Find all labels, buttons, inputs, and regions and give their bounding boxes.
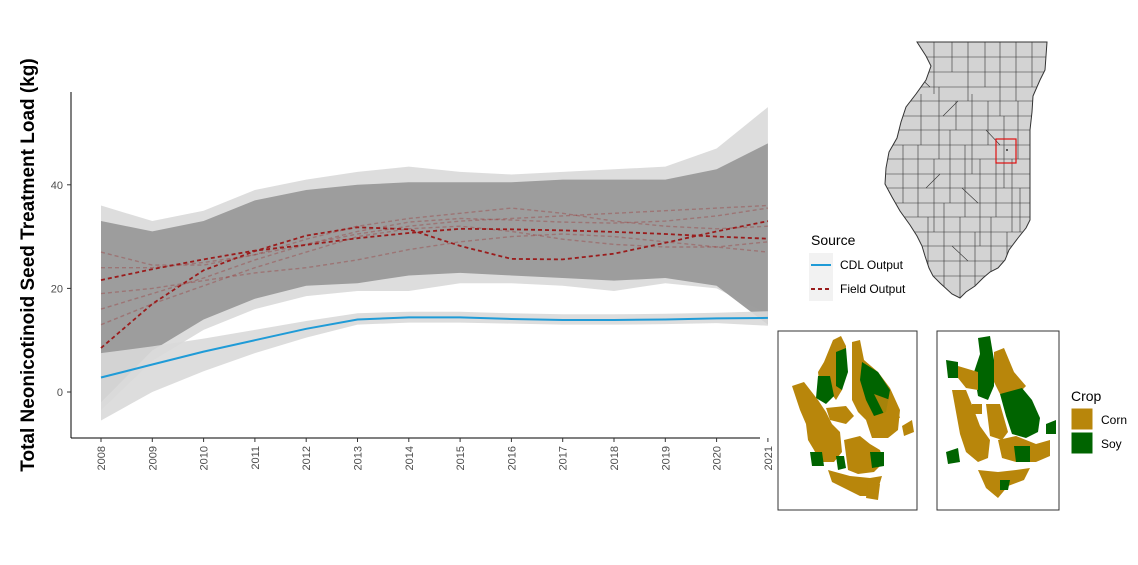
source-legend-title: Source <box>811 232 856 248</box>
illinois-outline <box>884 41 1048 299</box>
y-tick-label-2: 40 <box>51 180 63 192</box>
series-line-6 <box>100 233 768 295</box>
x-tick-label-2: 2010 <box>199 446 211 470</box>
field-map-field <box>936 330 1060 511</box>
x-tick-label-10: 2018 <box>609 446 621 470</box>
series-line-3 <box>100 207 769 310</box>
series-line-2 <box>100 220 769 349</box>
x-tick-label-1: 2009 <box>147 446 159 470</box>
legend-swatch-corn <box>1070 407 1094 431</box>
study-site-marker <box>1006 149 1008 151</box>
x-tick-label-8: 2016 <box>506 446 518 470</box>
source-legend: Source CDL Output Field Output <box>809 232 906 301</box>
x-tick-label-3: 2011 <box>250 446 262 470</box>
ribbon-0 <box>101 311 768 421</box>
ribbon-2 <box>101 143 768 403</box>
y-tick-label-1: 20 <box>51 283 63 295</box>
x-axis-ticks: 2008 2009 2010 2011 2012 2013 2014 2015 2016 2017… <box>96 438 775 470</box>
field-map-cdl <box>777 330 918 511</box>
x-tick-label-12: 2020 <box>712 446 724 470</box>
county-boundaries <box>885 42 1047 298</box>
series-line-4 <box>100 207 768 266</box>
legend-label-field: Field Output <box>840 282 906 296</box>
legend-swatch-soy <box>1070 431 1094 455</box>
x-tick-label-7: 2015 <box>455 446 467 470</box>
legend-label-corn: Corn <box>1101 413 1127 427</box>
crop-legend: Crop Corn Soy <box>1070 388 1127 455</box>
confidence-ribbons <box>101 107 768 421</box>
series-lines <box>100 204 769 379</box>
crop-legend-title: Crop <box>1071 388 1102 404</box>
x-tick-label-9: 2017 <box>558 446 570 470</box>
x-tick-label-4: 2012 <box>301 446 313 470</box>
series-line-7 <box>101 204 768 269</box>
x-tick-label-6: 2014 <box>404 446 416 470</box>
series-line-1 <box>100 227 768 281</box>
y-axis-ticks: 0 20 40 <box>51 180 71 399</box>
study-area-highlight <box>995 138 1017 164</box>
y-tick-label-0: 0 <box>57 387 63 399</box>
x-tick-label-5: 2013 <box>353 446 365 470</box>
legend-label-cdl: CDL Output <box>840 258 904 272</box>
illinois-county-map <box>884 41 1048 299</box>
y-axis-label: Total Neonicotinoid Seed Treatment Load … <box>18 58 39 471</box>
x-tick-label-13: 2021 <box>763 446 775 470</box>
x-tick-label-0: 2008 <box>96 446 108 470</box>
x-tick-label-11: 2019 <box>660 446 672 470</box>
series-line-0 <box>100 316 768 379</box>
legend-label-soy: Soy <box>1101 437 1122 451</box>
